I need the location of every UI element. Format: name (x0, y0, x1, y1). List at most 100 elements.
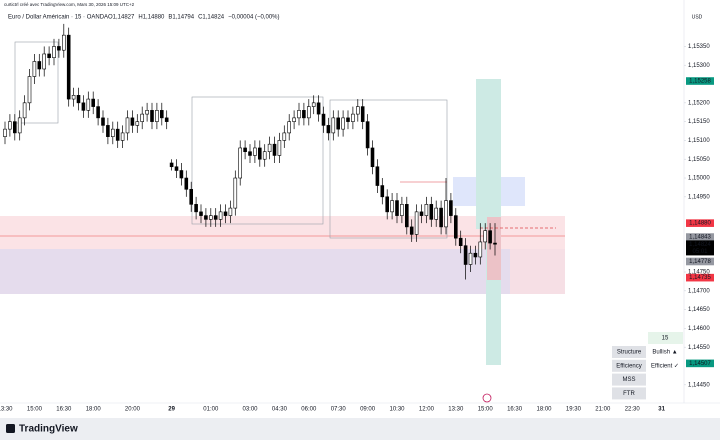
candle-body (306, 106, 311, 119)
x-tick-label: 20:00 (125, 407, 141, 413)
table-cell-bg (612, 373, 646, 386)
candle-body (351, 113, 355, 122)
x-tick-label: 19:30 (566, 407, 582, 413)
event-icon (482, 393, 492, 403)
x-tick-label: 13:30 (0, 407, 13, 413)
candle-body (135, 121, 140, 126)
price-label: 1,14880 (689, 221, 711, 227)
range-box (191, 96, 324, 225)
candle-body (355, 106, 360, 115)
candle-body (424, 204, 429, 216)
candle-body (184, 177, 189, 190)
price-label-box (686, 257, 714, 266)
price-label-box (686, 273, 714, 282)
legend-item: H1,14880 (138, 15, 165, 21)
chart-title: Euro / Dollar Américain · 15 · OANDA (8, 15, 108, 21)
table-cell: Efficient ✓ (651, 363, 679, 369)
candle-body (458, 237, 463, 246)
y-tick-label: 1,14950 (688, 194, 710, 200)
y-tick-label: 1,15050 (688, 157, 710, 163)
candle-body (13, 121, 17, 134)
price-label: 1,14843 (689, 235, 711, 241)
candle-body (414, 211, 419, 235)
table-header: 15 (662, 336, 669, 342)
candle-body (61, 34, 66, 51)
legend-item: −0,00004 (−0,00%) (228, 15, 279, 21)
candle-body (37, 61, 42, 70)
candle-body (71, 95, 76, 100)
candle-body (287, 121, 292, 134)
stop-zone (487, 217, 501, 280)
candle-body (101, 117, 105, 126)
table-cell-bg (612, 387, 646, 400)
x-tick-label: 03:00 (242, 407, 258, 413)
candle-body (434, 207, 439, 220)
y-tick-label: 1,15350 (688, 44, 710, 50)
candle-body (204, 215, 208, 220)
candle-body (47, 53, 51, 59)
x-tick-label: 31 (658, 407, 665, 413)
x-tick-label: 18:00 (536, 407, 552, 413)
price-label-box (686, 77, 714, 85)
x-tick-label: 18:00 (86, 407, 102, 413)
y-tick-label: 1,15000 (688, 176, 710, 182)
footer (0, 418, 720, 440)
table-cell-bg (648, 346, 683, 358)
candle-body (439, 207, 443, 228)
countdown: 05:01 (692, 249, 708, 255)
candle-body (8, 121, 12, 130)
x-tick-label: 07:30 (331, 407, 347, 413)
candle-body (57, 46, 61, 51)
x-tick-label: 16:30 (507, 407, 523, 413)
candle-body (233, 177, 238, 209)
candle-body (302, 110, 306, 119)
candle-body (385, 196, 390, 213)
candle-body (331, 117, 336, 134)
price-label: 1,14824 (689, 242, 711, 248)
candle-body (419, 211, 424, 216)
candle-body (316, 102, 321, 115)
candle-body (86, 98, 91, 111)
legend-item: B1,14794 (168, 15, 194, 21)
supply-zone (0, 216, 565, 249)
candle-body (253, 147, 257, 156)
candle-body (174, 166, 179, 171)
candle-body (164, 117, 169, 122)
candle-body (473, 252, 478, 258)
candle-body (223, 211, 228, 216)
candle-body (321, 113, 326, 126)
price-label: 1,14778 (689, 259, 711, 265)
candle-body (370, 147, 375, 168)
candle-body (169, 162, 174, 168)
candle-body (360, 106, 365, 122)
candle-body (3, 128, 7, 137)
candle-body (218, 211, 223, 220)
y-tick-label: 1,14700 (688, 288, 710, 294)
y-tick-label: 1,14600 (688, 326, 710, 332)
candle-body (213, 215, 218, 220)
candle-body (257, 147, 262, 160)
candle-body (111, 128, 115, 137)
candle-body (272, 143, 277, 156)
candle-body (76, 95, 81, 104)
candle-body (277, 140, 282, 156)
candle-body (409, 226, 414, 235)
y-tick-label: 1,14550 (688, 345, 710, 351)
candle-body (468, 252, 473, 265)
legend-item: O1,14827 (108, 15, 135, 21)
x-tick-label: 04:30 (272, 407, 288, 413)
price-label-box (686, 219, 714, 227)
indicator-table: 15 Structure Bullish ▲ Efficiency Efficient … (612, 332, 683, 400)
x-tick-label: 10:30 (389, 407, 405, 413)
candle-body (493, 242, 497, 245)
candle-body (96, 106, 100, 119)
candle-body (248, 151, 252, 156)
candle-body (155, 110, 159, 122)
candle-body (341, 117, 345, 130)
y-tick-label: 1,14750 (688, 270, 710, 276)
candle-body (395, 200, 399, 216)
candle-body (463, 245, 468, 265)
price-label-box (686, 240, 714, 256)
target-zone (476, 79, 501, 229)
